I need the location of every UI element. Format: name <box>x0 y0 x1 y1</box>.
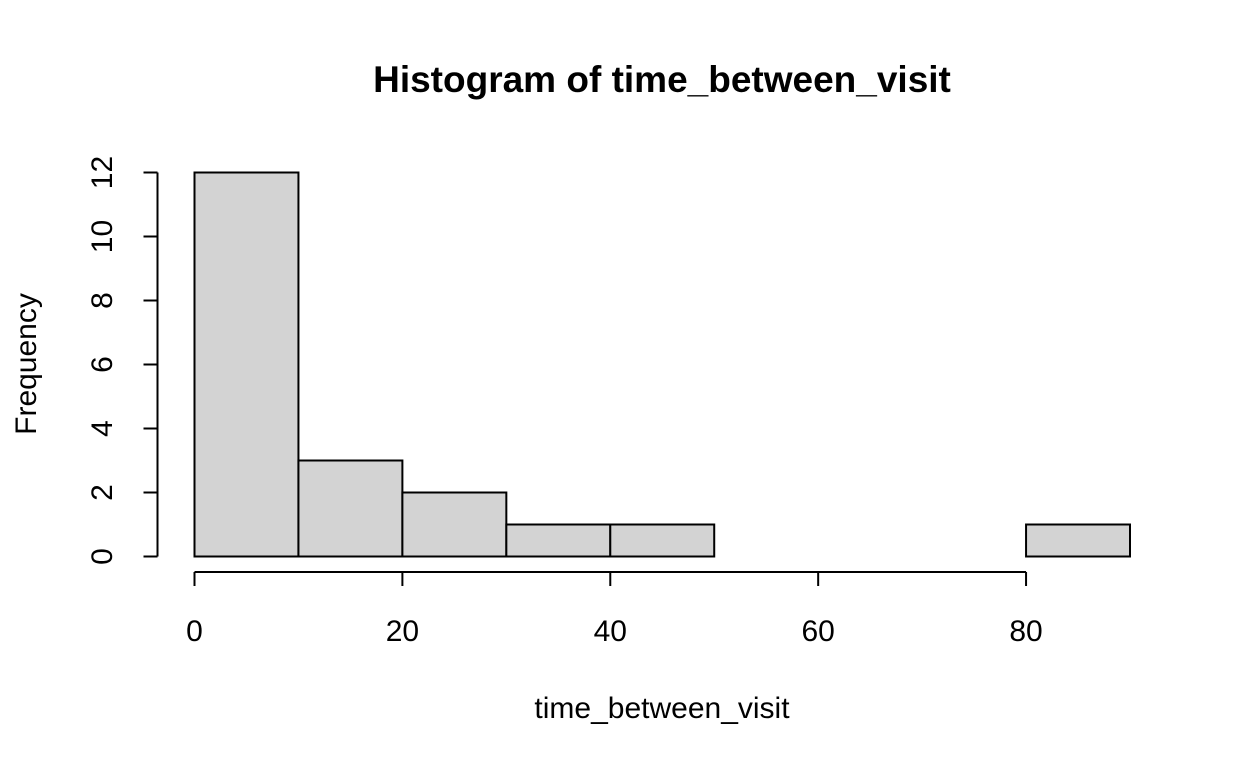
bars-layer <box>193 171 1131 558</box>
x-tick-label: 80 <box>1009 615 1042 648</box>
x-axis: 0 20 40 60 80 <box>186 571 1043 648</box>
y-tick-label: 4 <box>86 420 119 437</box>
x-axis-label: time_between_visit <box>534 692 790 725</box>
histogram-bar <box>297 459 404 558</box>
y-axis-label: Frequency <box>10 293 43 435</box>
chart-title: Histogram of time_between_visit <box>373 59 951 100</box>
y-tick-label: 0 <box>86 548 119 565</box>
x-tick-label: 60 <box>801 615 834 648</box>
y-tick-label: 10 <box>86 220 119 253</box>
y-tick-label: 2 <box>86 484 119 501</box>
y-tick-label: 12 <box>86 156 119 189</box>
histogram-bar <box>609 523 716 558</box>
x-tick-label: 20 <box>386 615 419 648</box>
histogram-bar <box>505 523 612 558</box>
histogram-bar <box>1025 523 1131 558</box>
y-tick-label: 6 <box>86 356 119 373</box>
x-tick-label: 40 <box>594 615 627 648</box>
histogram-bar <box>401 491 508 558</box>
y-tick-label: 8 <box>86 292 119 309</box>
histogram-bar <box>193 171 300 558</box>
y-axis: 0 2 4 6 8 10 12 <box>86 156 159 565</box>
x-tick-label: 0 <box>186 615 203 648</box>
